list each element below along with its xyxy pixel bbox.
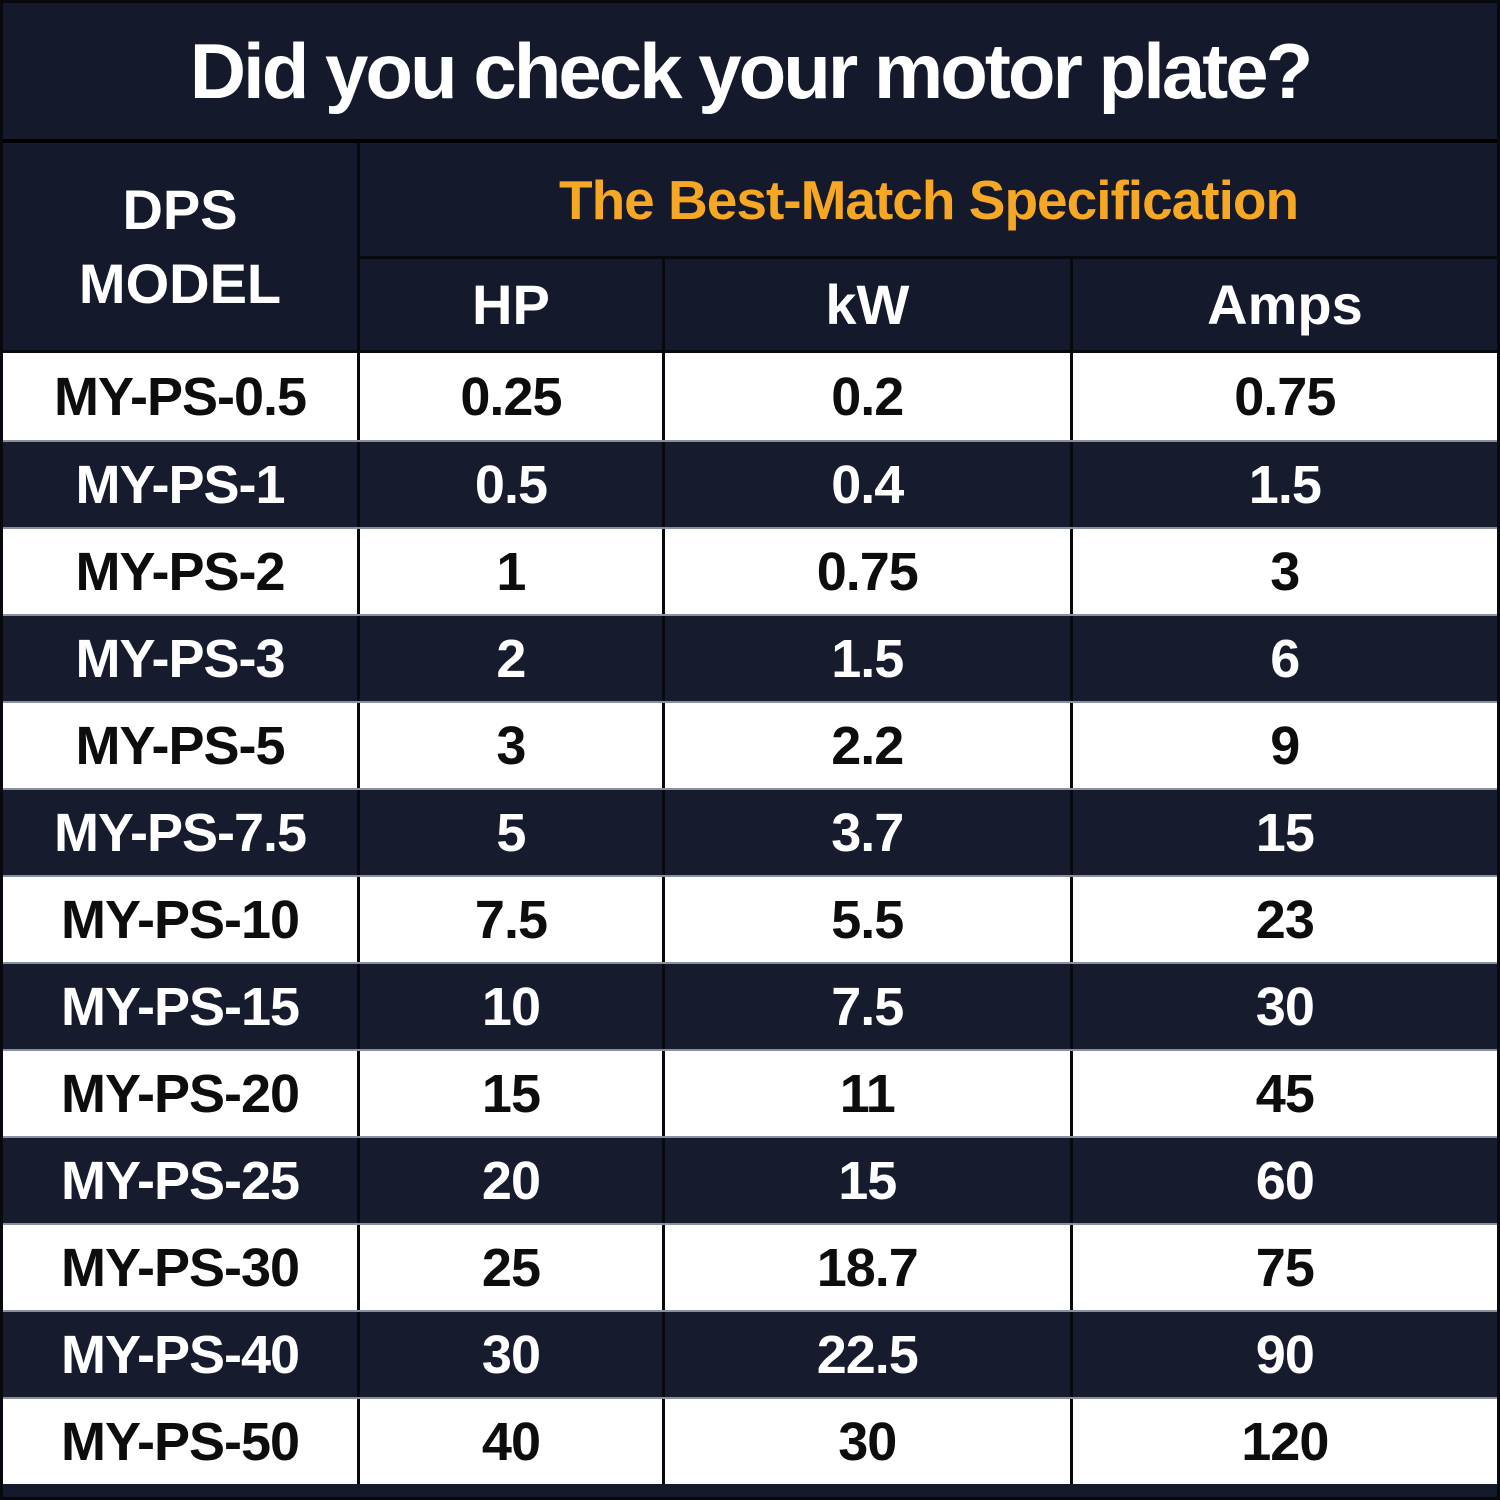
model-cell: MY-PS-25 (3, 1138, 361, 1223)
hp-cell: 15 (360, 1051, 665, 1136)
kw-cell: 15 (665, 1138, 1073, 1223)
spec-header-group: The Best-Match Specification HP kW Amps (360, 143, 1497, 350)
kw-cell: 18.7 (665, 1225, 1073, 1310)
kw-cell: 2.2 (665, 703, 1073, 788)
column-header-dps-model: DPS MODEL (3, 143, 361, 350)
amps-cell: 15 (1255, 802, 1315, 863)
hp-cell: 25 (360, 1225, 665, 1310)
hp-cell: 30 (360, 1312, 665, 1397)
model-cell: MY-PS-3 (3, 616, 361, 701)
column-header-amps: Amps (1207, 273, 1363, 336)
hp-cell: 0.25 (360, 353, 665, 440)
table-row: MY-PS-7.5 5 3.7 15 (3, 788, 1497, 875)
kw-cell: 1.5 (665, 616, 1073, 701)
table-row: MY-PS-50 40 30 120 (3, 1397, 1497, 1484)
table-row: MY-PS-2 1 0.75 3 (3, 527, 1497, 614)
amps-cell: 45 (1255, 1063, 1315, 1124)
amps-cell: 120 (1241, 1411, 1329, 1472)
model-cell: MY-PS-15 (3, 964, 361, 1049)
amps-cell: 3 (1270, 541, 1300, 602)
table-row: MY-PS-25 20 15 60 (3, 1136, 1497, 1223)
amps-cell: 75 (1255, 1237, 1315, 1298)
amps-cell: 60 (1255, 1150, 1315, 1211)
kw-cell: 3.7 (665, 790, 1073, 875)
kw-cell: 30 (665, 1399, 1073, 1484)
hp-cell: 0.5 (360, 442, 665, 527)
model-cell: MY-PS-5 (3, 703, 361, 788)
page-title: Did you check your motor plate? (189, 26, 1314, 115)
table-row: MY-PS-40 30 22.5 90 (3, 1310, 1497, 1397)
model-cell: MY-PS-0.5 (3, 353, 361, 440)
table-row: MY-PS-10 7.5 5.5 23 (3, 875, 1497, 962)
amps-cell: 1.5 (1248, 454, 1322, 515)
hp-cell: 40 (360, 1399, 665, 1484)
sub-header-row: HP kW Amps (360, 259, 1497, 350)
table-row: MY-PS-0.5 0.25 0.2 0.75 (3, 353, 1497, 440)
hp-cell: 3 (360, 703, 665, 788)
hp-cell: 5 (360, 790, 665, 875)
hp-cell: 2 (360, 616, 665, 701)
amps-cell: 23 (1255, 889, 1315, 950)
model-cell: MY-PS-1 (3, 442, 361, 527)
model-cell: MY-PS-10 (3, 877, 361, 962)
model-cell: MY-PS-7.5 (3, 790, 361, 875)
table-row: MY-PS-1 0.5 0.4 1.5 (3, 440, 1497, 527)
kw-cell: 7.5 (665, 964, 1073, 1049)
spec-header: The Best-Match Specification (360, 143, 1497, 259)
amps-cell: 9 (1270, 715, 1300, 776)
model-cell: MY-PS-40 (3, 1312, 361, 1397)
table-row: MY-PS-20 15 11 45 (3, 1049, 1497, 1136)
model-cell: MY-PS-2 (3, 529, 361, 614)
table-row: MY-PS-30 25 18.7 75 (3, 1223, 1497, 1310)
kw-cell: 0.2 (665, 353, 1073, 440)
kw-cell: 11 (665, 1051, 1073, 1136)
column-header-kw: kW (665, 259, 1073, 350)
hp-cell: 10 (360, 964, 665, 1049)
table-row: MY-PS-3 2 1.5 6 (3, 614, 1497, 701)
hp-cell: 20 (360, 1138, 665, 1223)
kw-cell: 22.5 (665, 1312, 1073, 1397)
column-header-hp: HP (360, 259, 665, 350)
hp-cell: 7.5 (360, 877, 665, 962)
model-cell: MY-PS-20 (3, 1051, 361, 1136)
amps-cell: 90 (1255, 1324, 1315, 1385)
kw-cell: 5.5 (665, 877, 1073, 962)
amps-cell: 6 (1270, 628, 1300, 689)
hp-cell: 1 (360, 529, 665, 614)
kw-cell: 0.75 (665, 529, 1073, 614)
table-row: MY-PS-15 10 7.5 30 (3, 962, 1497, 1049)
model-cell: MY-PS-30 (3, 1225, 361, 1310)
title-band: Did you check your motor plate? (3, 3, 1497, 143)
table-row: MY-PS-5 3 2.2 9 (3, 701, 1497, 788)
table-header: DPS MODEL The Best-Match Specification H… (3, 143, 1497, 353)
table-body: MY-PS-0.5 0.25 0.2 0.75 MY-PS-1 0.5 0.4 … (3, 353, 1497, 1497)
amps-cell: 30 (1255, 976, 1315, 1037)
amps-cell: 0.75 (1234, 366, 1336, 427)
model-cell: MY-PS-50 (3, 1399, 361, 1484)
kw-cell: 0.4 (665, 442, 1073, 527)
